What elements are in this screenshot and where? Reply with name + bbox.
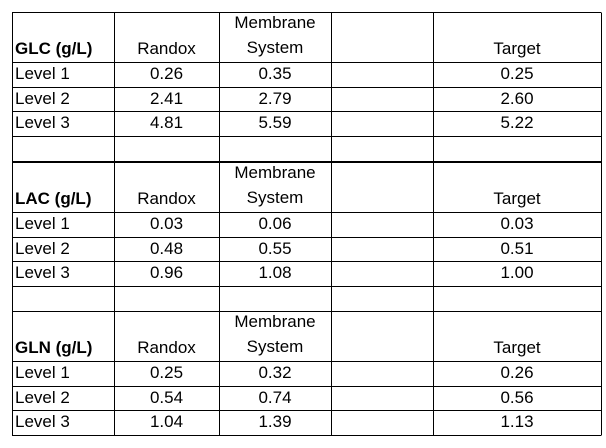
row-level-label: Level 3 [15,412,70,432]
column-header-membrane-line1: Membrane [234,163,316,182]
row-level-label: Level 1 [15,64,70,83]
cell-target: 0.03 [500,214,534,233]
cell-target: 1.00 [500,263,534,283]
cell-membrane: 5.59 [258,113,292,133]
row-level-label: Level 1 [15,214,70,233]
cell-randox: 1.04 [149,412,184,432]
column-header-target: Target [493,39,541,58]
cell-membrane: 2.79 [258,88,292,108]
cell-target: 0.56 [500,387,534,407]
column-header-membrane-line2: System [246,38,304,57]
cell-membrane: 0.06 [258,214,292,233]
row-level-label: Level 2 [15,387,70,407]
row-level-label: Level 3 [15,113,70,133]
row-level-label: Level 2 [15,88,70,108]
cell-randox: 0.03 [149,214,184,233]
cell-randox: 4.81 [149,113,184,133]
column-header-target: Target [493,338,541,357]
cell-membrane: 0.35 [258,64,292,83]
row-level-label: Level 2 [15,238,70,258]
row-level-label: Level 1 [15,363,70,382]
column-header-membrane-line2: System [246,337,304,356]
column-header-target: Target [493,189,541,208]
cell-membrane: 0.32 [258,363,292,382]
cell-randox: 0.96 [149,263,184,283]
cell-membrane: 1.08 [258,263,292,283]
cell-target: 2.60 [500,88,534,108]
row-level-label: Level 3 [15,263,70,283]
section-title: GLN (g/L) [15,338,93,357]
column-header-randox: Randox [137,189,196,208]
cell-target: 0.51 [500,238,534,258]
column-header-randox: Randox [137,39,196,58]
cell-membrane: 0.55 [258,238,292,258]
cell-randox: 0.25 [149,363,184,382]
column-header-randox: Randox [137,338,196,357]
cell-membrane: 1.39 [258,412,292,432]
cell-target: 5.22 [500,113,534,133]
cell-target: 0.25 [500,64,534,83]
cell-randox: 2.41 [149,88,184,108]
column-header-membrane-line2: System [246,188,304,207]
section-title: GLC (g/L) [15,39,93,58]
cell-target: 1.13 [500,412,534,432]
cell-randox: 0.48 [149,238,184,258]
column-header-membrane-line1: Membrane [234,13,316,32]
cell-membrane: 0.74 [258,387,292,407]
cell-randox: 0.54 [149,387,184,407]
cell-target: 0.26 [500,363,534,382]
section-title: LAC (g/L) [15,189,92,208]
column-header-membrane-line1: Membrane [234,312,316,331]
cell-randox: 0.26 [149,64,184,83]
